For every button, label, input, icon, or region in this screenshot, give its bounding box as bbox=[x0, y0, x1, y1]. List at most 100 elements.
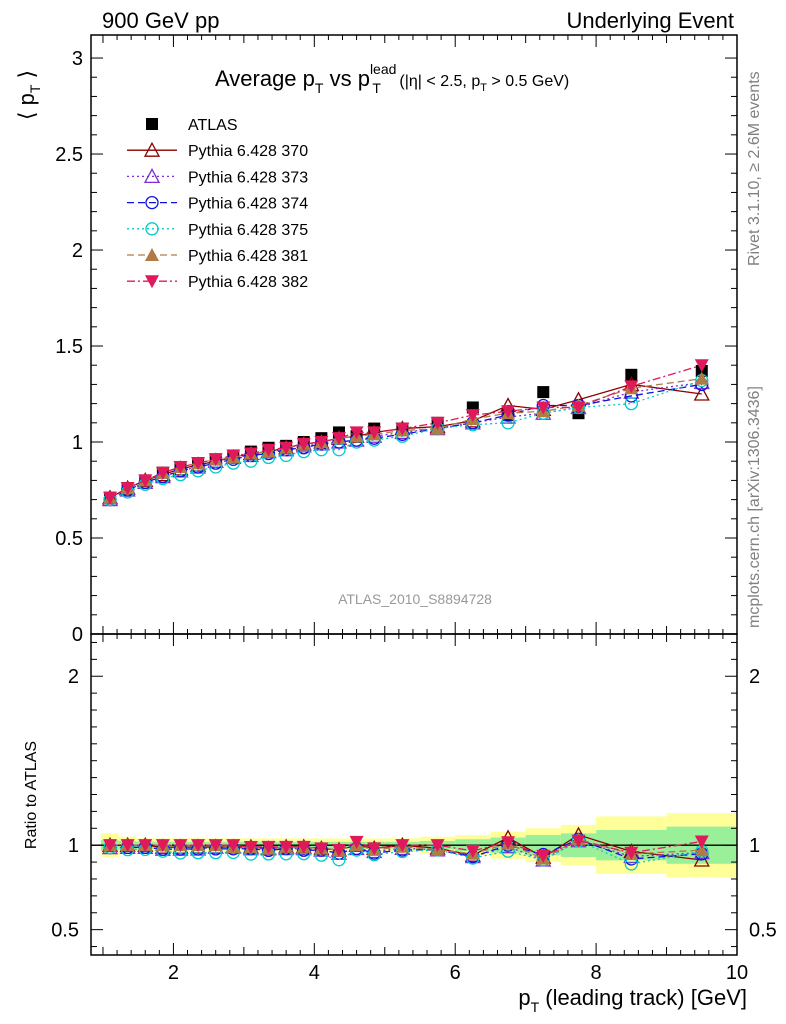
data-point bbox=[571, 401, 586, 415]
legend-label: Pythia 6.428 375 bbox=[188, 222, 308, 239]
ratio-point bbox=[191, 839, 206, 853]
ratio-point bbox=[120, 839, 135, 853]
legend-label: Pythia 6.428 370 bbox=[188, 143, 308, 160]
data-point bbox=[465, 409, 480, 423]
data-point bbox=[694, 359, 709, 373]
data-point bbox=[625, 368, 638, 381]
ratio-point bbox=[536, 849, 551, 863]
legend-marker bbox=[143, 168, 161, 184]
data-point bbox=[191, 457, 206, 471]
x-tick-label: 4 bbox=[309, 962, 320, 984]
chart-title: Average pT vs plead T (|η| < 2.5, pT > 0.… bbox=[215, 61, 569, 96]
legend-label: Pythia 6.428 382 bbox=[188, 274, 308, 291]
legend-marker bbox=[145, 275, 159, 289]
legend-entry: Pythia 6.428 381 bbox=[127, 248, 308, 265]
data-point bbox=[536, 401, 551, 415]
data-point bbox=[103, 491, 118, 505]
data-point bbox=[395, 422, 410, 436]
data-point bbox=[367, 426, 382, 440]
x-tick-label: 6 bbox=[450, 962, 461, 984]
x-tick-label: 8 bbox=[591, 962, 602, 984]
ratio-y-tick-label: 0.5 bbox=[51, 920, 79, 942]
data-point bbox=[279, 441, 294, 455]
legend-entry: Pythia 6.428 374 bbox=[127, 196, 308, 213]
ratio-point bbox=[624, 846, 639, 860]
legend-label: ATLAS bbox=[188, 117, 238, 134]
y-axis-label: ⟨ pT ⟩ bbox=[14, 70, 43, 120]
ratio-point bbox=[279, 840, 294, 854]
data-point bbox=[261, 443, 276, 457]
data-point bbox=[243, 447, 258, 461]
data-point bbox=[349, 426, 364, 440]
legend-marker bbox=[143, 141, 161, 157]
y-tick-label: 3 bbox=[72, 48, 83, 70]
data-point bbox=[693, 385, 710, 401]
legend-marker bbox=[145, 195, 159, 210]
data-point bbox=[537, 386, 550, 399]
y-tick-label: 0.5 bbox=[55, 528, 83, 550]
header-left-label: 900 GeV pp bbox=[102, 8, 220, 33]
series-line bbox=[109, 381, 702, 501]
ratio-point bbox=[694, 835, 709, 849]
analysis-watermark: ATLAS_2010_S8894728 bbox=[338, 591, 492, 607]
ratio-point bbox=[349, 835, 364, 849]
ratio-point bbox=[226, 839, 241, 853]
series-6-ratio bbox=[103, 834, 709, 863]
ratio-y-tick-label: 2 bbox=[68, 666, 79, 688]
ratio-point bbox=[430, 839, 445, 853]
y-tick-label: 2.5 bbox=[55, 144, 83, 166]
ratio-y-tick-label-right: 0.5 bbox=[749, 920, 777, 942]
data-point bbox=[138, 474, 153, 488]
legend-entry: Pythia 6.428 382 bbox=[127, 274, 308, 291]
legend-marker bbox=[146, 118, 158, 130]
legend: ATLAS Pythia 6.428 370 Pythia 6.428 373 Pyt… bbox=[127, 117, 308, 291]
legend-marker bbox=[145, 222, 159, 236]
ratio-point bbox=[243, 840, 258, 854]
ratio-point bbox=[693, 851, 710, 867]
svg-text:⟨ pT ⟩: ⟨ pT ⟩ bbox=[14, 70, 43, 120]
ratio-y-tick-label-right: 1 bbox=[749, 835, 760, 857]
data-point bbox=[430, 416, 445, 430]
data-point bbox=[624, 396, 638, 411]
ratio-point bbox=[331, 844, 346, 858]
ratio-point bbox=[155, 839, 170, 853]
ratio-point bbox=[367, 842, 382, 856]
x-tick-label: 2 bbox=[168, 962, 179, 984]
y-tick-label: 0 bbox=[72, 624, 83, 646]
ratio-point bbox=[314, 842, 329, 856]
header-right-label: Underlying Event bbox=[566, 8, 734, 33]
ratio-point bbox=[138, 839, 153, 853]
ratio-point bbox=[465, 844, 480, 858]
series-6-main bbox=[103, 359, 709, 505]
series-3-main bbox=[103, 377, 709, 507]
series-line bbox=[109, 364, 702, 499]
ratio-point bbox=[694, 843, 709, 857]
data-point bbox=[694, 371, 709, 385]
legend-entry: Pythia 6.428 375 bbox=[127, 222, 308, 239]
data-point bbox=[226, 449, 241, 463]
legend-label: Pythia 6.428 374 bbox=[188, 196, 308, 213]
x-axis-label: pT (leading track) [GeV] bbox=[518, 985, 747, 1015]
data-point bbox=[331, 432, 346, 446]
ratio-y-tick-label: 1 bbox=[68, 835, 79, 857]
legend-label: Pythia 6.428 373 bbox=[188, 169, 308, 186]
y-tick-label: 1 bbox=[72, 432, 83, 454]
series-line bbox=[109, 379, 702, 501]
ratio-point bbox=[261, 840, 276, 854]
legend-entry: Pythia 6.428 373 bbox=[127, 168, 308, 186]
ratio-point bbox=[208, 839, 223, 853]
ratio-point bbox=[395, 839, 410, 853]
data-point bbox=[173, 460, 188, 474]
data-point bbox=[501, 405, 516, 419]
data-point bbox=[624, 380, 639, 394]
data-point bbox=[120, 482, 135, 496]
ratio-y-axis-label: Ratio to ATLAS bbox=[23, 741, 40, 849]
ratio-plot-frame bbox=[90, 633, 738, 956]
data-point bbox=[208, 453, 223, 467]
series-4-main bbox=[103, 373, 709, 507]
ratio-point bbox=[173, 839, 188, 853]
data-point bbox=[314, 436, 329, 450]
ratio-point bbox=[296, 840, 311, 854]
ratio-y-tick-label-right: 2 bbox=[749, 666, 760, 688]
